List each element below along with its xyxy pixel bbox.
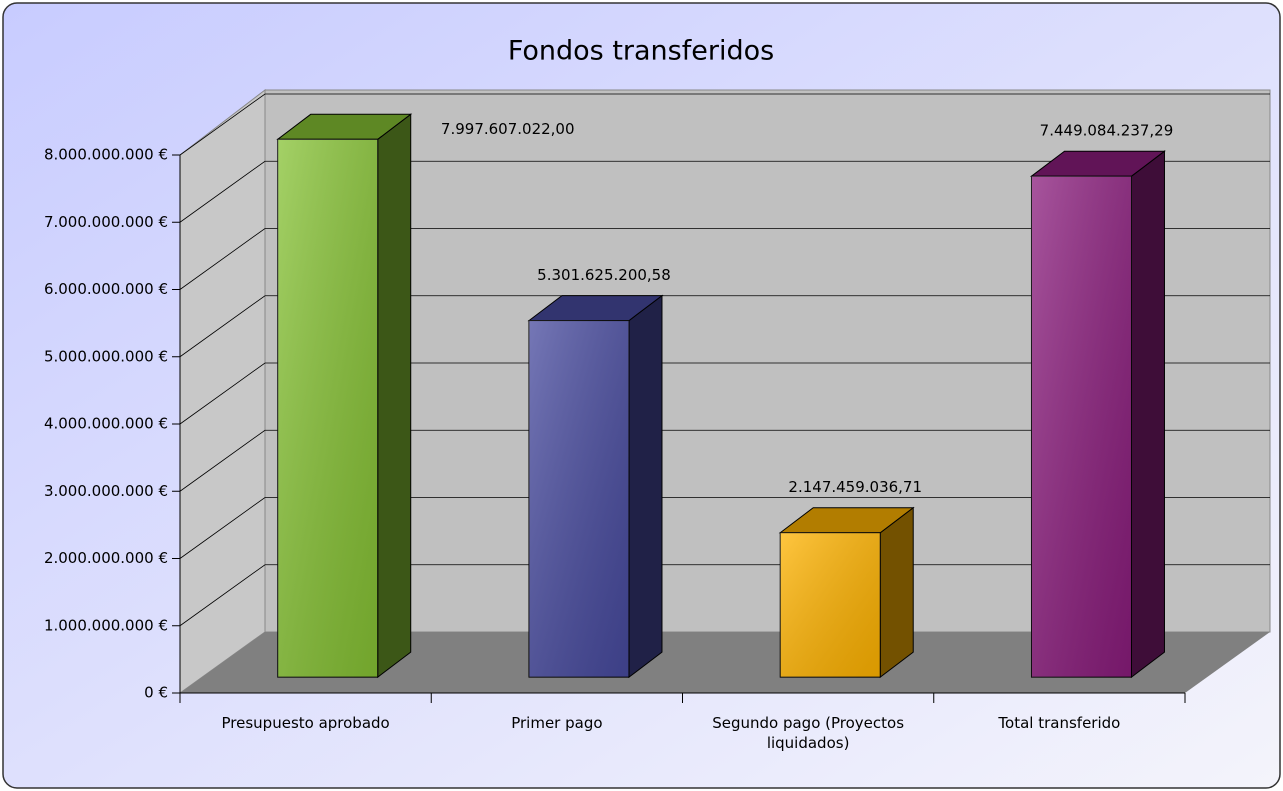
y-tick-label: 0 € (144, 684, 168, 702)
floor (180, 632, 1270, 693)
value-label: 7.449.084.237,29 (1040, 122, 1174, 140)
value-label: 7.997.607.022,00 (441, 120, 575, 138)
x-tick-label: Primer pago (511, 714, 603, 732)
bar-shine (528, 320, 629, 678)
grid-line (179, 497, 1270, 559)
side-wall (179, 88, 266, 694)
y-tick-label: 5.000.000.000 € (44, 347, 168, 365)
y-tick-label: 8.000.000.000 € (44, 146, 168, 164)
bar-side (1130, 150, 1165, 679)
bar-shine (277, 139, 378, 678)
x-tick-label: Presupuesto aprobado (221, 714, 390, 732)
y-tick-label: 7.000.000.000 € (44, 213, 168, 231)
bar-shine (1031, 176, 1132, 678)
grid-line (179, 93, 1270, 156)
x-tick-label: Segundo pago (Proyectos liquidados) (712, 714, 905, 752)
y-tick-label: 6.000.000.000 € (44, 280, 168, 298)
value-label: 2.147.459.036,71 (788, 478, 922, 496)
bar-side (879, 506, 914, 679)
chart-title: Fondos transferidos (508, 36, 774, 67)
value-label: 5.301.625.200,58 (537, 266, 671, 284)
grid-line (179, 429, 1270, 492)
y-tick-label: 3.000.000.000 € (44, 482, 168, 500)
y-tick-label: 4.000.000.000 € (44, 415, 168, 433)
x-tick-label: Total transferido (998, 714, 1121, 732)
y-tick-label: 2.000.000.000 € (44, 549, 168, 567)
grid-line (179, 295, 1270, 358)
grid-line (179, 564, 1270, 627)
bar-side (628, 294, 663, 679)
bar-shine (780, 532, 881, 678)
grid-line (179, 362, 1270, 425)
bar-side (377, 113, 412, 679)
grid-line (179, 160, 1270, 223)
y-tick-label: 1.000.000.000 € (44, 616, 168, 634)
grid-line (179, 228, 1270, 290)
